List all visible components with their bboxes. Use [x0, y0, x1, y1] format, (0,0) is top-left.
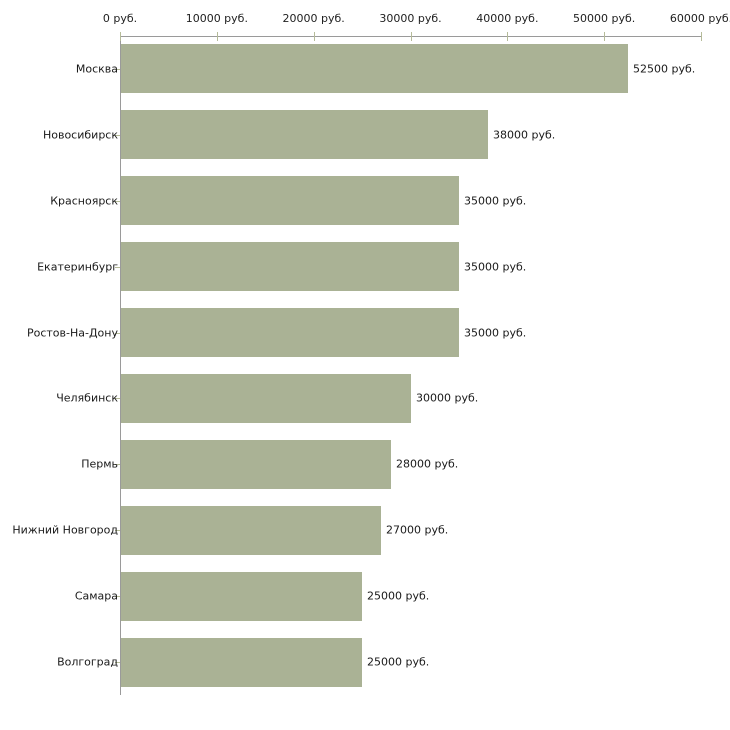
bar-0[interactable] — [121, 44, 628, 93]
y-tick — [115, 596, 120, 597]
y-tick — [115, 135, 120, 136]
x-tick-label: 20000 руб. — [282, 12, 345, 25]
y-category-label-6: Пермь — [81, 457, 118, 471]
bar-value-label-9: 25000 руб. — [367, 655, 430, 669]
bar-1[interactable] — [121, 110, 488, 159]
y-category-label-8: Самара — [74, 589, 118, 603]
x-tick-40000 — [507, 32, 509, 41]
bar-value-label-0: 52500 руб. — [633, 62, 696, 76]
bar-value-label-5: 30000 руб. — [416, 391, 479, 405]
bar-value-label-3: 35000 руб. — [464, 260, 527, 274]
bar-value-label-6: 28000 руб. — [396, 457, 459, 471]
y-tick — [115, 333, 120, 334]
bar-value-label-8: 25000 руб. — [367, 589, 430, 603]
y-tick — [115, 398, 120, 399]
y-tick — [115, 662, 120, 663]
x-tick-10000 — [216, 32, 218, 41]
y-tick — [115, 201, 120, 202]
y-category-label-3: Екатеринбург — [37, 260, 118, 274]
y-tick — [115, 530, 120, 531]
bar-value-label-1: 38000 руб. — [493, 128, 556, 142]
bar-3[interactable] — [121, 242, 459, 291]
bar-4[interactable] — [121, 308, 459, 357]
bar-value-label-7: 27000 руб. — [386, 523, 449, 537]
bar-9[interactable] — [121, 638, 362, 687]
x-tick-label: 50000 руб. — [573, 12, 636, 25]
bar-2[interactable] — [121, 176, 459, 225]
bar-value-label-2: 35000 руб. — [464, 194, 527, 208]
y-category-label-1: Новосибирск — [42, 128, 118, 142]
x-tick-label: 0 руб. — [102, 12, 138, 25]
x-tick-label: 30000 руб. — [379, 12, 442, 25]
y-category-label-2: Красноярск — [50, 194, 118, 208]
x-tick-label: 60000 руб. — [669, 12, 730, 25]
bar-value-label-4: 35000 руб. — [464, 326, 527, 340]
x-tick-0 — [120, 32, 121, 41]
x-tick-50000 — [604, 32, 606, 41]
y-category-label-7: Нижний Новгород — [12, 523, 118, 537]
bar-7[interactable] — [121, 506, 381, 555]
x-tick-20000 — [313, 32, 315, 41]
x-tick-label: 10000 руб. — [185, 12, 248, 25]
y-category-label-4: Ростов-На-Дону — [26, 326, 118, 340]
y-category-label-0: Москва — [75, 62, 118, 76]
y-tick — [115, 464, 120, 465]
y-tick — [115, 267, 120, 268]
y-axis-line — [120, 36, 121, 695]
x-tick-label: 40000 руб. — [476, 12, 539, 25]
x-tick-60000 — [701, 32, 702, 41]
bar-5[interactable] — [121, 374, 411, 423]
bar-8[interactable] — [121, 572, 362, 621]
y-category-label-5: Челябинск — [56, 391, 118, 405]
y-category-label-9: Волгоград — [57, 655, 118, 669]
x-tick-30000 — [410, 32, 412, 41]
y-tick — [115, 69, 120, 70]
bar-6[interactable] — [121, 440, 391, 489]
